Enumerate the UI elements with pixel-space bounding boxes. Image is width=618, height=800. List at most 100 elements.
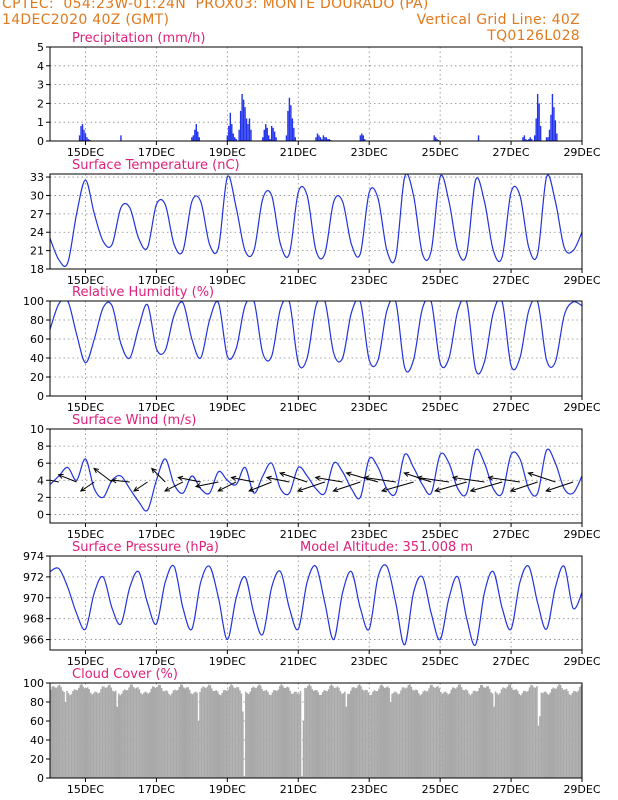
- precip-ytick-label: 1: [37, 116, 44, 129]
- cloud-bar: [474, 690, 476, 778]
- cloud-bar: [168, 693, 170, 778]
- temp-xtick-label: 27DEC: [493, 274, 530, 287]
- cloud-bar: [243, 776, 246, 778]
- precip-bar: [250, 129, 252, 141]
- cloud-bar: [63, 691, 65, 778]
- cloud-bar: [344, 691, 346, 778]
- temp-ytick-label: 18: [30, 263, 44, 276]
- cloud-bar: [475, 691, 478, 778]
- cloud-bar: [193, 692, 195, 778]
- precip-bar: [84, 133, 87, 141]
- wind-arrow-head: [363, 475, 370, 481]
- cloud-bar: [234, 688, 237, 778]
- cloud-bar: [468, 693, 470, 778]
- cloud-bar: [348, 693, 351, 778]
- precip-bar: [324, 137, 326, 141]
- cloud-bar: [528, 687, 531, 778]
- cloud-bar: [150, 688, 153, 778]
- wind-arrow-head: [194, 483, 201, 489]
- cloud-xtick-label: 19DEC: [209, 783, 246, 796]
- cloud-bar: [314, 690, 317, 778]
- cloud-bar: [163, 691, 166, 778]
- wind-arrow: [510, 481, 538, 492]
- cloud-bar: [289, 690, 291, 778]
- cloud-bar: [181, 684, 184, 778]
- wind-arrow-head: [345, 471, 352, 477]
- precip-panel: 0 1 2 3 4 5 15DEC 17DEC 19DEC 21DEC 23DEC 25DEC 27DE…: [37, 31, 601, 159]
- rh-ytick-label: 100: [23, 295, 44, 308]
- cloud-bar: [456, 687, 458, 778]
- wind-arrow-head: [150, 467, 157, 474]
- precip-bar: [197, 131, 199, 141]
- cloud-bar: [140, 693, 142, 778]
- cloud-bar: [335, 687, 337, 778]
- cloud-bar: [240, 693, 243, 778]
- precip-bar: [291, 118, 294, 141]
- cloud-bar: [267, 691, 269, 778]
- precip-bar: [268, 135, 270, 141]
- cloud-bar: [499, 692, 501, 778]
- cloud-bar: [509, 684, 512, 778]
- header-grid-line: Vertical Grid Line: 40Z: [416, 12, 580, 28]
- cloud-bar: [351, 687, 353, 778]
- precip-xtick-label: 15DEC: [67, 146, 104, 159]
- wind-arrow-head: [403, 471, 410, 477]
- precip-bar: [275, 137, 277, 141]
- cloud-bar: [440, 692, 442, 778]
- wind-arrow-head: [451, 475, 458, 481]
- cloud-bar: [98, 692, 101, 778]
- rh-ytick-label: 40: [30, 352, 44, 365]
- temp-ytick-label: 30: [30, 189, 44, 202]
- header-model: TQ0126L028: [487, 28, 580, 44]
- cloud-bar: [329, 685, 331, 778]
- precip-bar: [241, 94, 243, 141]
- rh-xtick-label: 15DEC: [67, 401, 104, 414]
- cloud-bar: [165, 690, 167, 778]
- pres-ytick-label: 966: [23, 634, 44, 647]
- cloud-bar: [394, 691, 396, 778]
- cloud-bar: [333, 687, 336, 778]
- cloud-bar: [97, 693, 99, 778]
- cloud-bar: [214, 690, 216, 778]
- cloud-bar: [378, 688, 380, 778]
- cloud-bar: [280, 684, 283, 778]
- precip-bar: [322, 135, 325, 141]
- cloud-bar: [160, 687, 163, 778]
- cloud-bar: [316, 689, 318, 778]
- cloud-bar: [536, 686, 538, 778]
- rh-ytick-label: 60: [30, 333, 44, 346]
- cloud-bar: [293, 691, 296, 778]
- cloud-bar: [530, 684, 532, 778]
- rh-data: [50, 301, 582, 375]
- cloud-xtick-label: 25DEC: [422, 783, 459, 796]
- cloud-bar: [370, 694, 373, 778]
- cloud-bar: [100, 689, 102, 778]
- temp-line: [50, 174, 582, 267]
- pres-xtick-label: 19DEC: [209, 655, 246, 668]
- cloud-bar: [188, 689, 191, 778]
- wind-arrow-head: [527, 471, 534, 477]
- cloud-bar: [488, 688, 491, 778]
- cloud-bar: [576, 692, 578, 778]
- pres-xtick-label: 23DEC: [351, 655, 388, 668]
- cloud-title: Cloud Cover (%): [72, 667, 178, 682]
- cloud-bar: [190, 693, 192, 778]
- cloud-bar: [156, 687, 158, 778]
- cloud-bar: [457, 684, 460, 778]
- cloud-bar: [310, 685, 312, 778]
- precip-bar: [195, 124, 197, 141]
- cloud-bar: [208, 684, 210, 778]
- temp-panel: 18 21 24 27 30 33 15DEC 17DEC 19DEC 21DEC 23DEC 25D…: [30, 158, 601, 287]
- wind-arrow-head: [163, 486, 171, 492]
- wind-arrow: [217, 481, 237, 492]
- temp-xtick-label: 19DEC: [209, 274, 246, 287]
- precip-bar: [528, 139, 530, 141]
- cloud-bar: [449, 693, 451, 778]
- cloud-bar: [298, 693, 300, 778]
- rh-ytick-label: 0: [37, 390, 44, 403]
- cloud-bar: [246, 693, 249, 778]
- cloud-bar: [478, 687, 481, 778]
- precip-bar: [86, 137, 88, 141]
- temp-ytick-label: 27: [30, 208, 44, 221]
